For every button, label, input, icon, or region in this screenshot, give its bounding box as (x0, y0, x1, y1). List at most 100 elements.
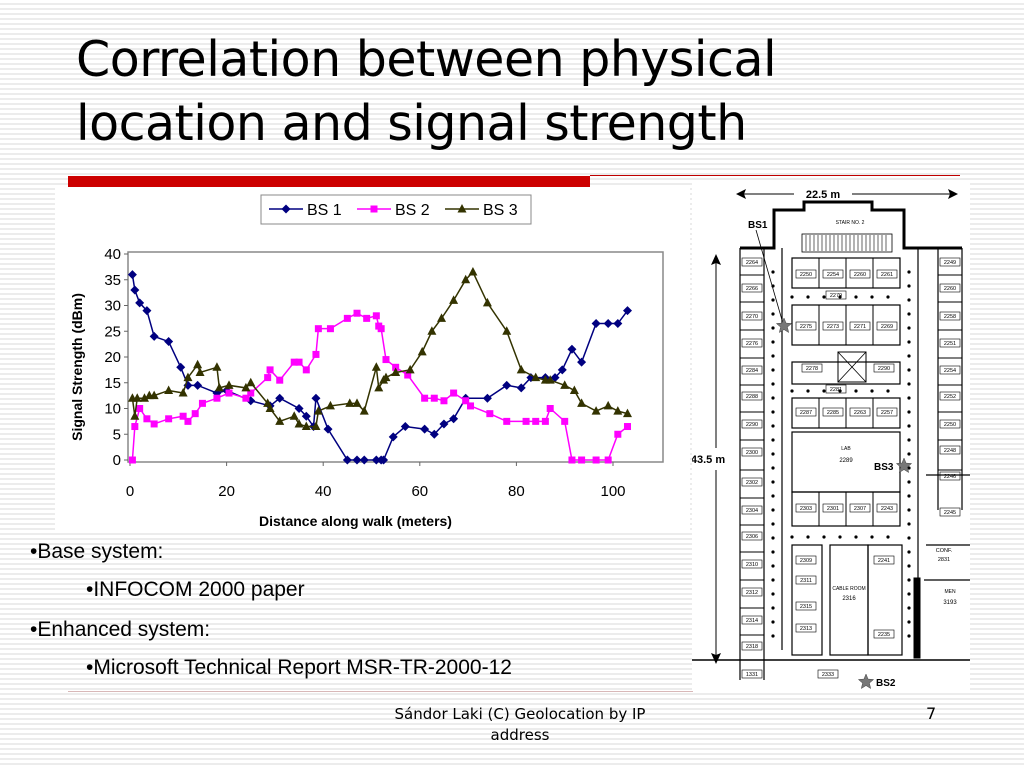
legend-box (260, 194, 532, 225)
data-point (531, 372, 541, 382)
room-label-box (849, 407, 871, 417)
data-point (342, 455, 352, 465)
data-point (613, 406, 623, 415)
measurement-dot (907, 592, 911, 596)
room-label-box (741, 477, 763, 487)
data-point (312, 350, 320, 358)
measurement-dot (907, 480, 911, 484)
data-point (195, 367, 205, 376)
measurement-dot (854, 295, 858, 299)
measurement-dot (907, 452, 911, 456)
room-label-box (876, 503, 898, 513)
measurement-dot (806, 535, 810, 539)
data-point (532, 417, 540, 425)
room-number: 2246 (944, 474, 956, 480)
data-point (567, 344, 577, 354)
data-point (212, 362, 222, 371)
room-number: 2300 (746, 450, 758, 456)
room-label-box (822, 269, 844, 279)
room-label-box (795, 601, 817, 611)
data-point (430, 394, 438, 402)
y-tick-label: 10 (104, 401, 121, 418)
data-point (577, 357, 587, 367)
measurement-dot (822, 535, 826, 539)
data-point (301, 411, 311, 421)
room-number: 2306 (746, 534, 758, 540)
measurement-dot (907, 298, 911, 302)
room-label-box (741, 447, 763, 457)
data-point (130, 285, 140, 295)
series-bs1 (127, 270, 632, 465)
data-point (622, 408, 632, 418)
y-tick-label: 5 (113, 426, 121, 443)
data-point (275, 393, 285, 403)
room-label-box (876, 407, 898, 417)
data-point (603, 400, 613, 410)
data-point (379, 455, 389, 465)
data-point (388, 432, 398, 442)
stair: STAIR NO. 2 (801, 220, 893, 253)
data-point (503, 417, 511, 425)
data-point (502, 326, 512, 335)
room-number: 2249 (944, 260, 956, 266)
measurement-dot (907, 424, 911, 428)
data-point (371, 455, 381, 465)
measurement-points (771, 270, 911, 638)
data-point (289, 411, 299, 420)
stair-label: STAIR NO. 2 (836, 220, 865, 226)
plot-frame (127, 251, 664, 463)
measurement-dot (771, 438, 775, 442)
x-tick-label: 40 (315, 483, 332, 500)
room-label-box (741, 338, 763, 348)
arrow-down-icon (711, 653, 721, 664)
data-point (561, 417, 569, 425)
page-number: 7 (926, 704, 937, 723)
data-point (198, 399, 206, 407)
room-label-box (795, 321, 817, 331)
data-point (363, 314, 371, 322)
bs2-label: BS2 (876, 678, 896, 689)
room-number: 2290 (878, 366, 890, 372)
men-room-number: 3193 (943, 600, 957, 606)
room-label-box (939, 283, 961, 293)
data-point (311, 393, 321, 403)
measurement-dot (907, 396, 911, 400)
room-label-box (795, 623, 817, 633)
room-number: 2307 (854, 506, 866, 512)
measurement-dot (771, 340, 775, 344)
room-label-box (849, 321, 871, 331)
measurement-dot (806, 389, 810, 393)
measurement-dot (870, 295, 874, 299)
measurement-dot (907, 494, 911, 498)
room-number: 2257 (881, 410, 893, 416)
legend-marker-icon (281, 204, 291, 214)
measurement-dot (907, 564, 911, 568)
room-number: 2302 (746, 480, 758, 486)
measurement-dot (886, 295, 890, 299)
data-point (404, 371, 412, 379)
room-number: 2235 (878, 632, 890, 638)
room-label-box (849, 269, 871, 279)
cable-room-number: 2316 (842, 596, 856, 602)
data-point (482, 297, 492, 307)
room-number: 2313 (800, 626, 812, 632)
bs1-label: BS1 (748, 220, 768, 231)
data-point (214, 382, 224, 392)
legend-marker-icon (457, 204, 467, 213)
data-point (449, 414, 459, 424)
floor-plan: 22.5 m 43.5 m (691, 180, 970, 692)
room-number: 2263 (854, 410, 866, 416)
room-label-box (741, 283, 763, 293)
legend-label: BS 3 (483, 202, 518, 219)
x-axis-label: Distance along walk (meters) (259, 513, 452, 529)
bs2-star-icon (857, 673, 875, 690)
room-label-box (822, 407, 844, 417)
data-point (591, 406, 601, 415)
room-number: 2243 (881, 506, 893, 512)
room-number: 2309 (800, 558, 812, 564)
measurement-dot (907, 578, 911, 582)
data-point (429, 429, 439, 439)
chart-series (127, 267, 632, 465)
y-tick-label: 0 (113, 452, 121, 469)
room-label-box (741, 419, 763, 429)
